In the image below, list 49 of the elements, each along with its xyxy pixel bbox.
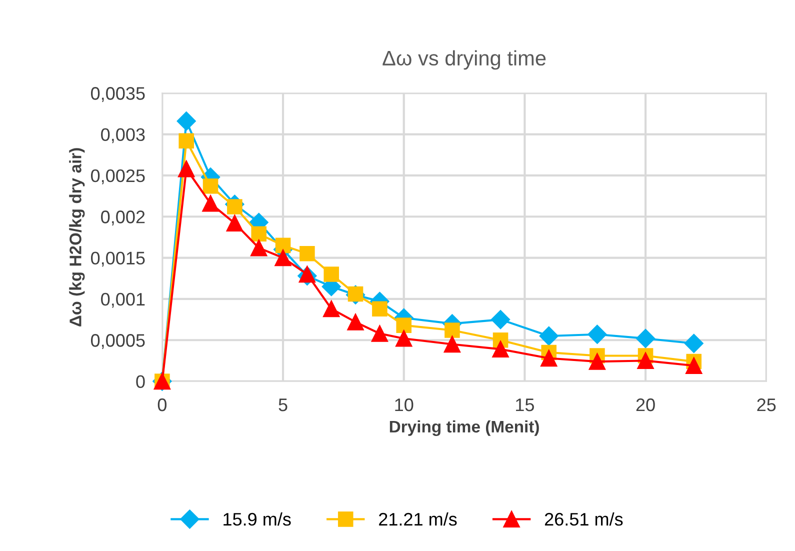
point [324,266,339,282]
y-tick-label: 0,0025 [91,169,145,184]
point [588,353,606,370]
point [491,310,510,330]
point [323,300,340,318]
legend-label: 21.21 m/s [379,512,457,526]
point [444,322,460,338]
y-tick-label: 0,001 [101,292,145,308]
point [396,318,412,333]
x-tick-label: 15 [516,398,534,412]
x-axis-title: Drying time (Menit) [390,420,539,436]
point [540,350,558,367]
chart-title: Δω vs drying time [382,50,546,70]
point [300,246,315,262]
point [686,357,702,374]
legend-label: 26.51 m/s [544,512,623,526]
point [226,214,244,232]
y-tick-label: 0,0015 [91,252,145,267]
y-tick-label: 0 [136,375,145,388]
point [396,330,412,347]
legend-label: 15.9 m/s [224,512,291,526]
point [347,314,364,330]
point [372,301,388,316]
point [684,334,704,353]
point [636,328,656,348]
point [371,325,388,342]
point [178,160,195,178]
point [227,199,242,214]
point [637,352,654,370]
point [250,240,268,256]
point [539,326,558,346]
y-tick-label: 0,003 [101,128,145,144]
y-axis-title: Δω (kg H2O/kg dry air) [69,148,85,326]
y-tick-label: 0,0035 [91,87,145,102]
point [176,112,196,131]
point [588,324,607,344]
x-tick-label: 25 [757,398,776,412]
y-tick-label: 0,002 [101,210,145,226]
point [444,336,461,353]
point [202,178,218,194]
x-tick-label: 10 [395,398,414,412]
x-tick-label: 0 [158,398,166,412]
x-tick-label: 5 [278,398,288,412]
x-tick-label: 20 [636,398,655,412]
point [251,226,266,242]
point [178,133,194,149]
y-tick-label: 0,0005 [91,334,145,349]
point [492,340,509,358]
point [202,195,219,212]
